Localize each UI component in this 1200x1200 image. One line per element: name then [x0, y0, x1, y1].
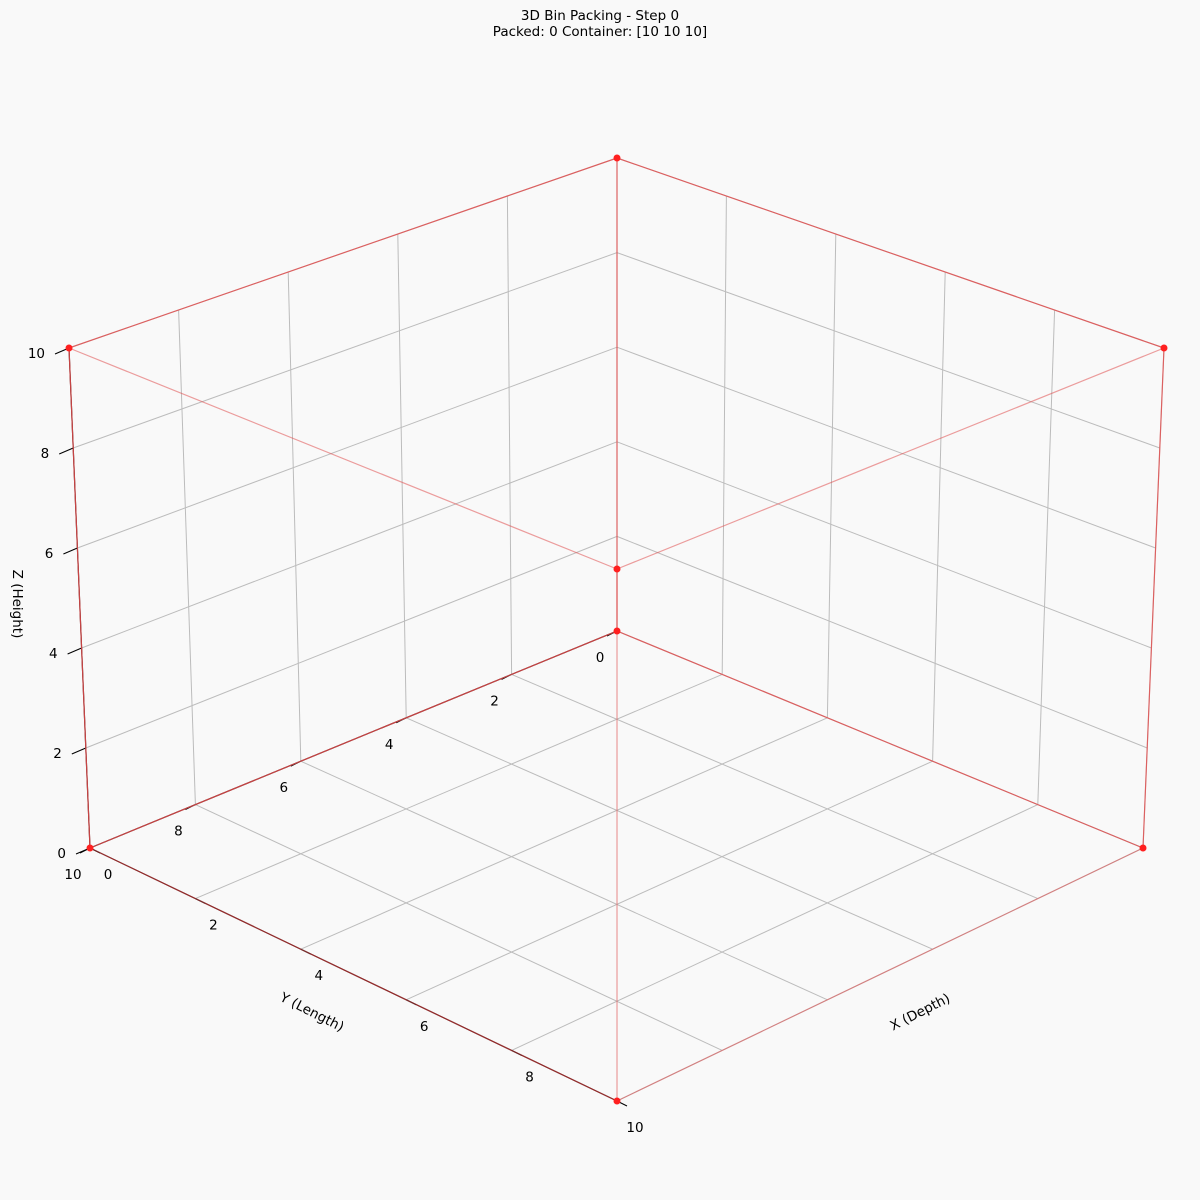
grid-line-wall-yz [77, 346, 618, 549]
y-tick-label: 4 [385, 737, 394, 753]
x-tick-label: 4 [315, 968, 324, 984]
y-tick-label: 8 [174, 824, 183, 840]
x-tick-label: 6 [420, 1019, 429, 1035]
y-axis-label: Y (Length) [276, 989, 346, 1035]
z-tick-label: 0 [57, 846, 66, 862]
container-edge [616, 847, 1144, 1102]
z-tick [63, 547, 78, 555]
grid-line-wall-yz [85, 535, 618, 749]
z-tick-label: 10 [28, 346, 45, 362]
grid-line-wall-x [826, 233, 837, 718]
z-tick [67, 647, 82, 655]
grid-line-wall-y [397, 233, 407, 718]
grid-line-wall-yz [81, 441, 618, 649]
grid-line-wall-x [1037, 309, 1056, 805]
x-tick-label: 0 [104, 867, 113, 883]
container-edge [89, 847, 618, 1102]
y-tick-label: 10 [64, 867, 81, 883]
y-tick-label: 0 [596, 650, 605, 666]
container-corner [613, 1097, 621, 1105]
container-edge [616, 347, 1165, 570]
grid-line-wall-y [287, 271, 302, 762]
grid-line-wall-y [506, 195, 513, 675]
container-edge [68, 347, 618, 570]
y-tick-label: 2 [490, 693, 499, 709]
container-edge [68, 347, 91, 849]
grid-line-wall-xz [616, 252, 1160, 449]
x-tick-label: 2 [209, 918, 218, 934]
container-corner [613, 565, 621, 573]
grid-line-floor-y [195, 804, 723, 1051]
grid-line-wall-yz [73, 252, 618, 449]
z-tick [59, 447, 74, 455]
grid-line-wall-xz [616, 346, 1156, 549]
y-tick-label: 6 [280, 780, 289, 796]
z-tick-label: 2 [53, 746, 62, 762]
container-edge [68, 157, 618, 349]
container-edge [1142, 347, 1165, 849]
grid-line-floor-x [511, 804, 1039, 1051]
grid-line-wall-xz [616, 535, 1148, 749]
grid-line-floor-y [405, 717, 933, 950]
container-edge [616, 157, 1165, 349]
grid-line-wall-x [721, 195, 727, 675]
grid-line-wall-y [178, 309, 196, 805]
x-axis-label: X (Depth) [888, 991, 953, 1035]
grid-line-floor-y [300, 760, 828, 1001]
container-corner [613, 154, 621, 162]
z-axis-label: Z (Height) [9, 570, 25, 639]
z-tick-label: 8 [41, 446, 50, 462]
z-tick [71, 747, 86, 755]
container-corner [1160, 344, 1168, 352]
grid-line-floor-x [195, 673, 723, 900]
grid-line-floor-x [300, 717, 828, 950]
container-edge [616, 630, 1144, 849]
z-tick-label: 4 [49, 646, 58, 662]
grid-line-wall-xz [616, 441, 1152, 649]
grid-line-floor-x [405, 760, 933, 1001]
x-tick-label: 8 [525, 1069, 534, 1085]
x-tick-label: 10 [626, 1120, 643, 1136]
container-wireframe [65, 154, 1168, 1105]
grid-line-floor-y [511, 673, 1038, 900]
chart-title: 3D Bin Packing - Step 0 [520, 8, 680, 24]
chart-subtitle: Packed: 0 Container: [10 10 10] [492, 24, 708, 40]
z-tick-label: 6 [45, 546, 54, 562]
grid-line-wall-x [932, 271, 946, 762]
container-corner [613, 627, 621, 635]
container-corner [86, 844, 94, 852]
container-edge [89, 630, 618, 849]
container-corner [1139, 844, 1147, 852]
container-corner [65, 344, 73, 352]
